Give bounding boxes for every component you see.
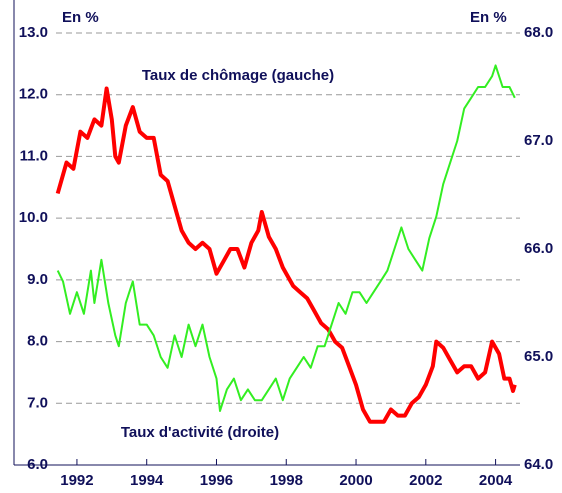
y-tick-label: 8.0 (27, 333, 48, 350)
x-tick-label: 2000 (339, 472, 372, 489)
y-tick-label: 7.0 (27, 394, 48, 411)
y2-tick-label: 67.0 (524, 132, 553, 149)
x-tick-label: 1992 (60, 472, 93, 489)
y-tick-label: 9.0 (27, 271, 48, 288)
x-tick-label: 2004 (479, 472, 513, 489)
y2-tick-label: 65.0 (524, 348, 553, 365)
x-tick-label: 1996 (200, 472, 233, 489)
right-unit: En % (470, 9, 507, 26)
series-label: Taux d'activité (droite) (121, 424, 279, 441)
y2-tick-label: 64.0 (524, 456, 553, 473)
left-unit: En % (62, 9, 99, 26)
y2-tick-label: 68.0 (524, 24, 553, 41)
y2-tick-label: 66.0 (524, 240, 553, 257)
series-line (55, 86, 517, 424)
y-tick-label: 10.0 (19, 209, 48, 226)
y-tick-label: 11.0 (20, 147, 48, 164)
y-tick-label: 6.0 (27, 456, 48, 473)
y-tick-label: 13.0 (19, 24, 48, 41)
series-line (56, 64, 516, 412)
y-tick-label: 12.0 (19, 86, 48, 103)
x-tick-label: 1998 (270, 472, 303, 489)
x-tick-label: 1994 (130, 472, 164, 489)
x-tick-label: 2002 (409, 472, 442, 489)
series-label: Taux de chômage (gauche) (142, 67, 334, 84)
